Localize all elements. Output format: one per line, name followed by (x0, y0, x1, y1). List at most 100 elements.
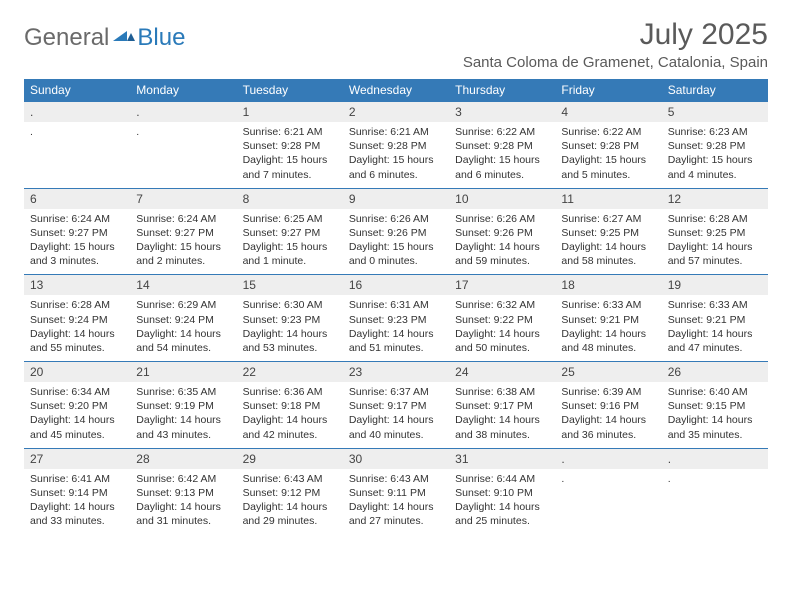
day-details: Sunrise: 6:44 AMSunset: 9:10 PMDaylight:… (449, 469, 555, 535)
weekday-header: Sunday (24, 79, 130, 101)
daylight-text: Daylight: 14 hours and 53 minutes. (243, 327, 337, 355)
sunset-text: Sunset: 9:28 PM (668, 139, 762, 153)
logo: General Blue (24, 18, 185, 52)
day-number: . (555, 449, 661, 469)
day-number: 3 (449, 102, 555, 122)
daylight-text: Daylight: 14 hours and 48 minutes. (561, 327, 655, 355)
day-number: 8 (237, 189, 343, 209)
day-details: Sunrise: 6:26 AMSunset: 9:26 PMDaylight:… (343, 209, 449, 275)
sunrise-text: Sunrise: 6:34 AM (30, 385, 124, 399)
day-details: Sunrise: 6:34 AMSunset: 9:20 PMDaylight:… (24, 382, 130, 448)
daylight-text: Daylight: 14 hours and 25 minutes. (455, 500, 549, 528)
day-number-row: 20212223242526 (24, 361, 768, 382)
sunset-text: Sunset: 9:28 PM (561, 139, 655, 153)
day-details: Sunrise: 6:21 AMSunset: 9:28 PMDaylight:… (237, 122, 343, 188)
daylight-text: Daylight: 14 hours and 27 minutes. (349, 500, 443, 528)
day-details: Sunrise: 6:22 AMSunset: 9:28 PMDaylight:… (555, 122, 661, 188)
daylight-text: Daylight: 15 hours and 3 minutes. (30, 240, 124, 268)
day-details: Sunrise: 6:40 AMSunset: 9:15 PMDaylight:… (662, 382, 768, 448)
weekday-header: Friday (555, 79, 661, 101)
sunrise-text: Sunrise: 6:22 AM (455, 125, 549, 139)
sunset-text: Sunset: 9:24 PM (30, 313, 124, 327)
day-number: 31 (449, 449, 555, 469)
sunrise-text: Sunrise: 6:37 AM (349, 385, 443, 399)
logo-text-blue: Blue (137, 24, 185, 52)
weekday-header: Wednesday (343, 79, 449, 101)
sunrise-text: Sunrise: 6:31 AM (349, 298, 443, 312)
sunset-text: Sunset: 9:21 PM (668, 313, 762, 327)
sunrise-text: Sunrise: 6:21 AM (243, 125, 337, 139)
sunset-text: Sunset: 9:20 PM (30, 399, 124, 413)
daylight-text: Daylight: 14 hours and 31 minutes. (136, 500, 230, 528)
daylight-text: Daylight: 14 hours and 50 minutes. (455, 327, 549, 355)
sunrise-text: Sunrise: 6:36 AM (243, 385, 337, 399)
day-details: Sunrise: 6:28 AMSunset: 9:25 PMDaylight:… (662, 209, 768, 275)
day-number: 27 (24, 449, 130, 469)
weekday-header-row: SundayMondayTuesdayWednesdayThursdayFrid… (24, 79, 768, 101)
sunrise-text: Sunrise: 6:30 AM (243, 298, 337, 312)
day-details: Sunrise: 6:35 AMSunset: 9:19 PMDaylight:… (130, 382, 236, 448)
day-details: Sunrise: 6:25 AMSunset: 9:27 PMDaylight:… (237, 209, 343, 275)
sunset-text: Sunset: 9:23 PM (243, 313, 337, 327)
day-number: 15 (237, 275, 343, 295)
sunrise-text: Sunrise: 6:28 AM (668, 212, 762, 226)
day-body-row: ..Sunrise: 6:21 AMSunset: 9:28 PMDayligh… (24, 122, 768, 188)
location-label: Santa Coloma de Gramenet, Catalonia, Spa… (463, 54, 768, 71)
day-number: 9 (343, 189, 449, 209)
day-number: 28 (130, 449, 236, 469)
sunset-text: Sunset: 9:21 PM (561, 313, 655, 327)
daylight-text: Daylight: 14 hours and 47 minutes. (668, 327, 762, 355)
day-number: 2 (343, 102, 449, 122)
day-number: 7 (130, 189, 236, 209)
sunrise-text: Sunrise: 6:21 AM (349, 125, 443, 139)
daylight-text: Daylight: 15 hours and 6 minutes. (349, 153, 443, 181)
weekday-header: Thursday (449, 79, 555, 101)
day-details: Sunrise: 6:43 AMSunset: 9:11 PMDaylight:… (343, 469, 449, 535)
day-details: Sunrise: 6:36 AMSunset: 9:18 PMDaylight:… (237, 382, 343, 448)
sunrise-text: Sunrise: 6:44 AM (455, 472, 549, 486)
sunset-text: Sunset: 9:14 PM (30, 486, 124, 500)
daylight-text: Daylight: 14 hours and 40 minutes. (349, 413, 443, 441)
sunrise-text: Sunrise: 6:32 AM (455, 298, 549, 312)
sunrise-text: Sunrise: 6:28 AM (30, 298, 124, 312)
daylight-text: Daylight: 14 hours and 55 minutes. (30, 327, 124, 355)
day-number: 12 (662, 189, 768, 209)
sunset-text: Sunset: 9:18 PM (243, 399, 337, 413)
day-details: . (662, 469, 768, 535)
day-details: Sunrise: 6:22 AMSunset: 9:28 PMDaylight:… (449, 122, 555, 188)
sunrise-text: Sunrise: 6:43 AM (243, 472, 337, 486)
sunrise-text: Sunrise: 6:40 AM (668, 385, 762, 399)
day-details: Sunrise: 6:33 AMSunset: 9:21 PMDaylight:… (555, 295, 661, 361)
day-number: 14 (130, 275, 236, 295)
sunset-text: Sunset: 9:17 PM (455, 399, 549, 413)
sunrise-text: Sunrise: 6:33 AM (668, 298, 762, 312)
day-details: Sunrise: 6:31 AMSunset: 9:23 PMDaylight:… (343, 295, 449, 361)
day-details: Sunrise: 6:43 AMSunset: 9:12 PMDaylight:… (237, 469, 343, 535)
sunset-text: Sunset: 9:10 PM (455, 486, 549, 500)
sunrise-text: Sunrise: 6:42 AM (136, 472, 230, 486)
sunset-text: Sunset: 9:26 PM (349, 226, 443, 240)
day-number: 20 (24, 362, 130, 382)
day-number: 1 (237, 102, 343, 122)
day-number: 23 (343, 362, 449, 382)
title-block: July 2025 Santa Coloma de Gramenet, Cata… (463, 18, 768, 71)
day-body-row: Sunrise: 6:41 AMSunset: 9:14 PMDaylight:… (24, 469, 768, 535)
daylight-text: Daylight: 14 hours and 38 minutes. (455, 413, 549, 441)
sunset-text: Sunset: 9:28 PM (455, 139, 549, 153)
day-number: 25 (555, 362, 661, 382)
sunset-text: Sunset: 9:23 PM (349, 313, 443, 327)
day-details: Sunrise: 6:21 AMSunset: 9:28 PMDaylight:… (343, 122, 449, 188)
daylight-text: Daylight: 14 hours and 35 minutes. (668, 413, 762, 441)
logo-text-general: General (24, 24, 109, 52)
day-details: Sunrise: 6:30 AMSunset: 9:23 PMDaylight:… (237, 295, 343, 361)
day-details: . (130, 122, 236, 188)
day-details: Sunrise: 6:33 AMSunset: 9:21 PMDaylight:… (662, 295, 768, 361)
sunrise-text: Sunrise: 6:39 AM (561, 385, 655, 399)
day-details: Sunrise: 6:24 AMSunset: 9:27 PMDaylight:… (130, 209, 236, 275)
day-body-row: Sunrise: 6:28 AMSunset: 9:24 PMDaylight:… (24, 295, 768, 361)
day-details: . (555, 469, 661, 535)
day-details: Sunrise: 6:24 AMSunset: 9:27 PMDaylight:… (24, 209, 130, 275)
daylight-text: Daylight: 15 hours and 1 minute. (243, 240, 337, 268)
daylight-text: Daylight: 14 hours and 43 minutes. (136, 413, 230, 441)
day-number: 10 (449, 189, 555, 209)
